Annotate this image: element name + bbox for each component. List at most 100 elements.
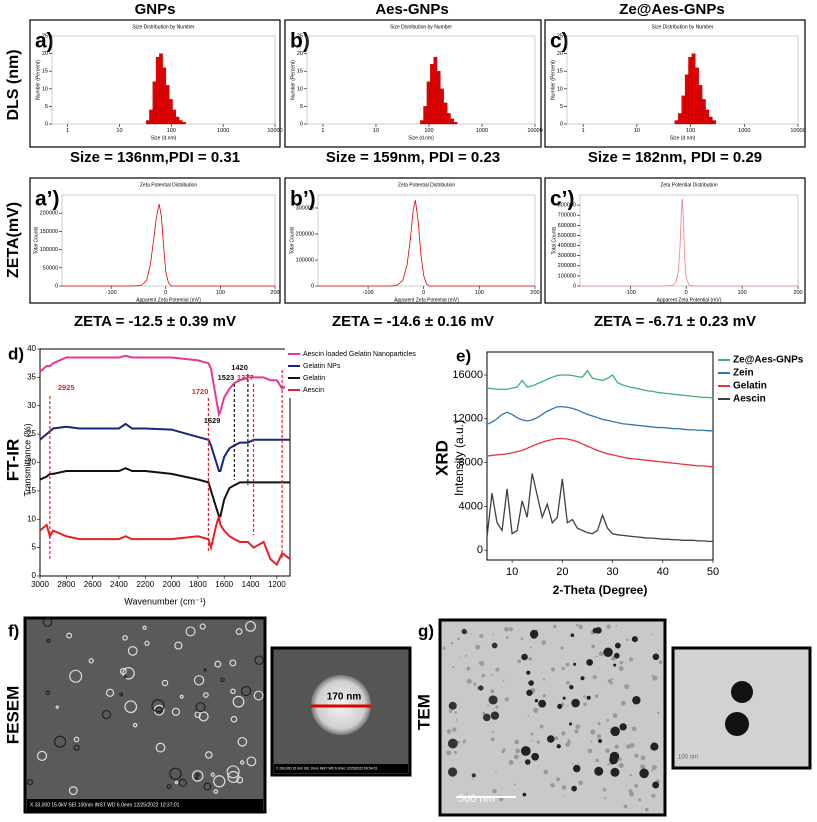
texture-dot <box>563 795 565 798</box>
bar <box>681 95 686 125</box>
plot-area <box>306 35 536 125</box>
texture-dot <box>447 767 458 777</box>
x-tick-label: 200 <box>270 290 279 296</box>
texture-dot <box>597 722 601 726</box>
bar <box>145 120 150 125</box>
texture-dot <box>531 740 533 742</box>
texture-dot <box>651 764 657 770</box>
bar <box>152 81 157 125</box>
data-line <box>39 422 290 473</box>
texture-dot <box>561 785 567 790</box>
chart-title: Zeta Potential Distribution <box>660 182 717 188</box>
data-line <box>318 200 535 287</box>
x-tick-label: 2000 <box>163 580 181 589</box>
row-label: DLS (nm) <box>5 49 22 120</box>
x-axis-label: Size (d.nm) <box>151 135 177 141</box>
texture-dot <box>567 738 570 741</box>
texture-dot <box>462 740 466 744</box>
y-tick-label: 20 <box>557 51 563 57</box>
y-tick-label: 15 <box>42 69 48 75</box>
texture-dot <box>529 646 532 649</box>
texture-dot <box>455 719 458 721</box>
column-header: Ze@Aes-GNPs <box>619 1 725 18</box>
texture-dot <box>203 782 212 791</box>
texture-dot <box>471 773 476 778</box>
texture-dot <box>475 644 481 650</box>
panel-letter: e) <box>456 346 471 365</box>
fesem-image <box>23 616 267 814</box>
texture-dot <box>508 627 513 632</box>
texture-dot <box>443 645 446 648</box>
chart-title: Zeta Potential Distribution <box>140 182 197 188</box>
texture-dot <box>45 690 51 696</box>
texture-dot <box>132 722 138 728</box>
x-axis-label: Apparent Zeta Potential (mV) <box>136 297 201 303</box>
texture-dot <box>239 760 245 765</box>
texture-dot <box>562 696 566 700</box>
bar <box>447 113 451 125</box>
x-axis-label: Wavenumber (cm⁻¹) <box>124 596 205 606</box>
texture-dot <box>174 641 183 650</box>
texture-dot <box>550 667 555 672</box>
x-tick-label: 1000 <box>476 128 488 134</box>
y-tick-label: 10 <box>27 514 36 523</box>
texture-dot <box>590 740 593 743</box>
legend-label: Aescin <box>303 387 324 394</box>
y-tick-label: 0 <box>300 121 303 127</box>
texture-dot <box>565 742 571 747</box>
texture-dot <box>530 732 534 736</box>
texture-dot <box>69 669 83 683</box>
technique-label: FESEM <box>3 686 22 745</box>
texture-dot <box>527 715 530 717</box>
texture-dot <box>526 670 531 675</box>
texture-dot <box>193 675 205 686</box>
caption: Size = 159nm, PDI = 0.23 <box>326 149 500 166</box>
x-tick-label: 30 <box>606 566 618 578</box>
peak-label: 1720 <box>192 387 209 396</box>
y-axis-label: Intensity (a.u.) <box>452 420 466 496</box>
y-tick-label: 5 <box>32 543 37 552</box>
bar <box>419 120 424 125</box>
x-tick-label: 20 <box>556 566 568 578</box>
texture-dot <box>119 667 127 675</box>
x-tick-label: -100 <box>106 290 117 296</box>
x-tick-label: 0 <box>164 290 167 296</box>
texture-dot <box>105 688 115 697</box>
y-tick-label: 400000 <box>558 243 576 249</box>
texture-dot <box>454 711 457 714</box>
texture-dot <box>592 675 597 680</box>
particle <box>725 712 749 736</box>
y-tick-label: 5 <box>300 104 303 110</box>
bar <box>436 71 441 125</box>
bar <box>674 120 679 125</box>
texture-dot <box>478 685 484 691</box>
x-tick-label: 100 <box>738 290 747 296</box>
bar <box>430 64 434 125</box>
texture-dot <box>502 679 505 682</box>
texture-dot <box>611 656 616 661</box>
texture-dot <box>573 662 577 666</box>
y-tick-label: 0 <box>32 571 37 580</box>
data-line <box>486 473 713 543</box>
bar <box>678 113 682 125</box>
texture-dot <box>466 666 471 671</box>
data-line <box>39 467 290 518</box>
texture-dot <box>651 793 656 798</box>
texture-dot <box>229 659 237 667</box>
panel-letter: g) <box>418 621 434 640</box>
texture-dot <box>543 769 549 775</box>
texture-dot <box>586 659 594 666</box>
panel-frame <box>284 177 542 304</box>
bar <box>712 120 716 125</box>
texture-dot <box>528 680 534 686</box>
texture-dot <box>481 673 485 678</box>
texture-dot <box>142 625 147 630</box>
x-tick-label: 0 <box>422 290 425 296</box>
texture-dot <box>161 679 169 687</box>
y-tick-label: 100000 <box>558 273 576 279</box>
texture-dot <box>595 655 598 658</box>
texture-dot <box>632 696 641 705</box>
texture-dot <box>640 755 646 761</box>
x-tick-label: 1400 <box>242 580 260 589</box>
